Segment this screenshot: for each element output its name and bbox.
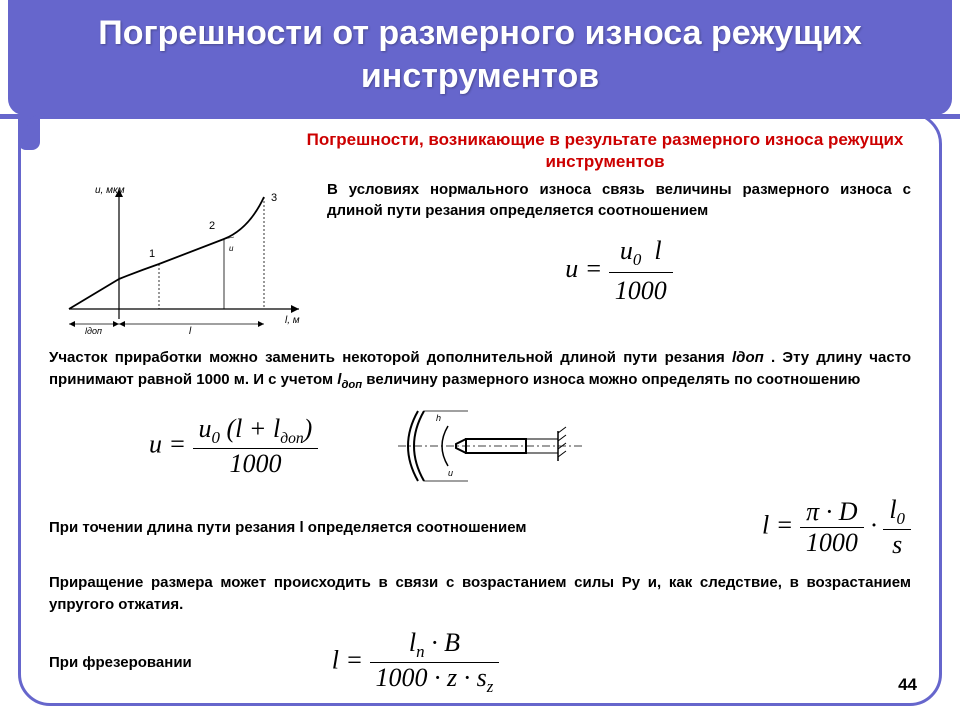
point-3-label: 3	[271, 192, 277, 204]
l-label: l	[189, 326, 192, 337]
top-row: u, мкм l, м 1 2 3 lдоп	[49, 179, 911, 339]
point-2-label: 2	[209, 220, 215, 232]
paragraph-1-block: В условиях нормального износа связь вели…	[327, 179, 911, 317]
formula-3: l = π · D 1000 · l0 s	[762, 495, 911, 560]
turning-diagram: h u	[388, 401, 588, 491]
formula-2: u = u0 (l + lдоп) 1000	[149, 414, 318, 479]
paragraph-5: При фрезеровании	[49, 652, 192, 674]
row-milling: При фрезеровании l = ln · B 1000 · z · s…	[49, 624, 911, 701]
paragraph-2: Участок приработки можно заменить некото…	[49, 347, 911, 393]
page-number: 44	[898, 675, 917, 695]
svg-text:h: h	[436, 413, 441, 423]
formula-4: l = ln · B 1000 · z · sz	[332, 628, 500, 697]
formula-1: u = u0 l 1000	[327, 233, 911, 309]
subtitle: Погрешности, возникающие в результате ра…	[299, 129, 911, 173]
ldop-label: lдоп	[85, 326, 102, 336]
svg-text:u: u	[448, 468, 453, 478]
svg-text:u: u	[229, 244, 234, 253]
content-frame: Погрешности, возникающие в результате ра…	[18, 112, 942, 706]
mid-row: u = u0 (l + lдоп) 1000	[49, 401, 911, 491]
paragraph-4: Приращение размера может происходить в с…	[49, 572, 911, 616]
y-axis-label: u, мкм	[95, 185, 125, 196]
slide-title: Погрешности от размерного износа режущих…	[8, 0, 952, 115]
paragraph-1: В условиях нормального износа связь вели…	[327, 179, 911, 221]
point-1-label: 1	[149, 248, 155, 260]
wear-curve-chart: u, мкм l, м 1 2 3 lдоп	[49, 179, 309, 339]
paragraph-3: При точении длина пути резания l определ…	[49, 517, 742, 539]
x-axis-label: l, м	[285, 315, 300, 326]
row-turning: При точении длина пути резания l определ…	[49, 491, 911, 564]
